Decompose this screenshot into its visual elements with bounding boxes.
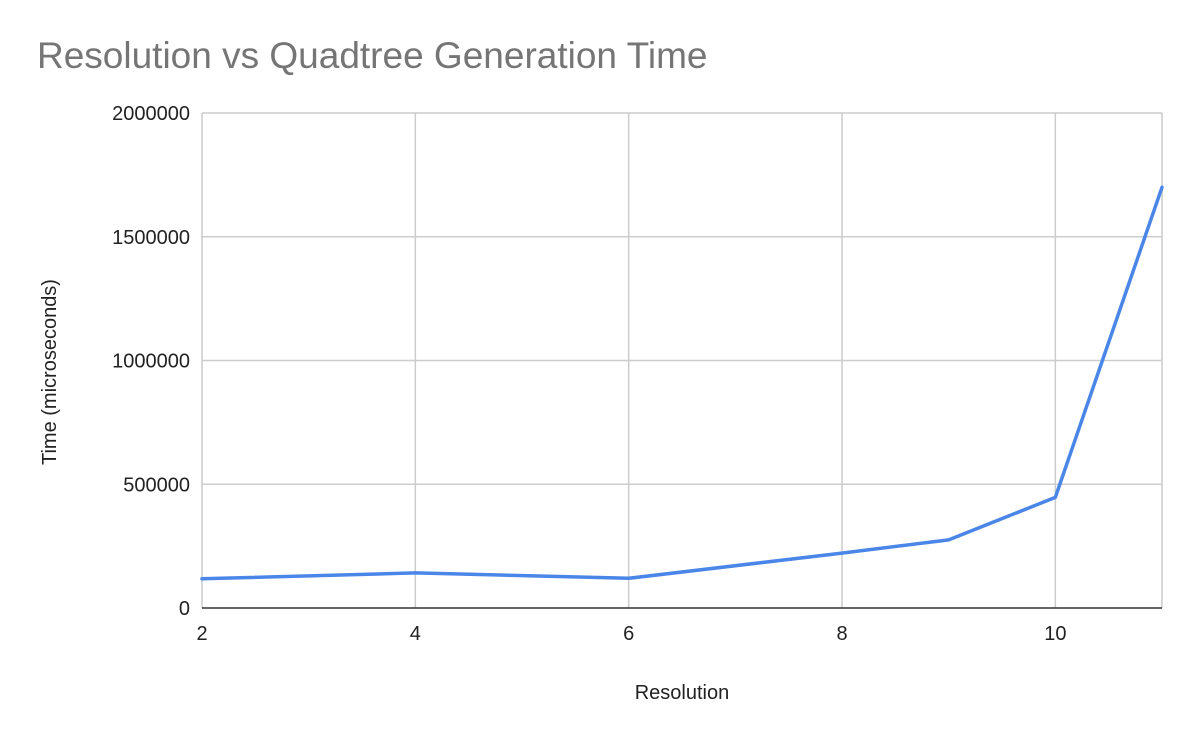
x-tick-label: 2 <box>196 623 207 645</box>
y-tick-label: 1500000 <box>112 227 190 249</box>
y-tick-label: 2000000 <box>112 103 190 125</box>
x-tick-label: 10 <box>1044 623 1066 645</box>
y-tick-label: 1000000 <box>112 351 190 373</box>
y-tick-label: 0 <box>179 598 190 620</box>
y-axis-tick-labels: 0 500000 1000000 1500000 2000000 <box>112 103 190 620</box>
series-line <box>200 185 1164 581</box>
x-tick-label: 8 <box>836 623 847 645</box>
x-tick-label: 6 <box>623 623 634 645</box>
y-axis-title: Time (microseconds) <box>39 279 61 465</box>
x-tick-label: 4 <box>410 623 421 645</box>
chart-title: Resolution vs Quadtree Generation Time <box>37 35 707 76</box>
series-layer <box>200 185 1164 581</box>
x-axis-tick-labels: 2 4 6 8 10 <box>196 623 1066 645</box>
y-tick-label: 500000 <box>123 474 190 496</box>
x-axis-title: Resolution <box>635 682 730 704</box>
grid-lines <box>201 112 1163 609</box>
